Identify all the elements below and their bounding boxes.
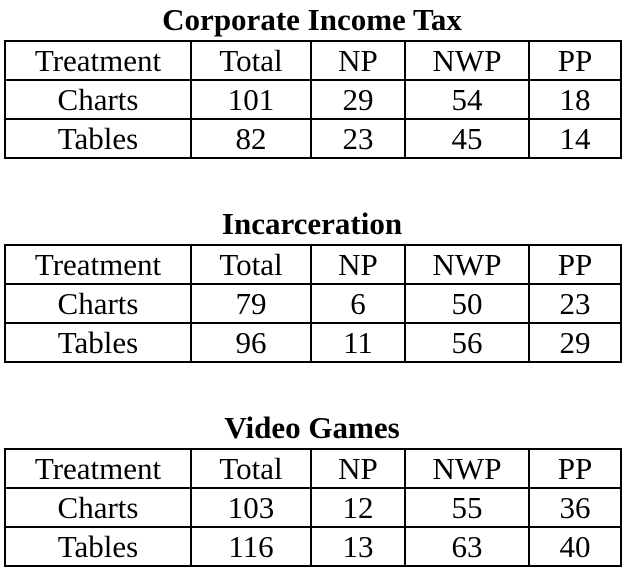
cell-nwp: 55: [404, 487, 530, 528]
row-label: Tables: [4, 526, 192, 567]
cell-np: 13: [310, 526, 406, 567]
row-label: Charts: [4, 283, 192, 324]
table-row: Tables 116 13 63 40: [4, 526, 622, 567]
table-section-incarceration: Incarceration Treatment Total NP NWP PP …: [4, 204, 622, 363]
cell-nwp: 54: [404, 79, 530, 120]
section-title: Video Games: [224, 410, 400, 445]
cell-total: 79: [190, 283, 312, 324]
cell-nwp: 50: [404, 283, 530, 324]
header-row: Treatment Total NP NWP PP: [4, 448, 622, 489]
cell-pp: 36: [528, 487, 622, 528]
cell-total: 101: [190, 79, 312, 120]
section-title: Incarceration: [221, 206, 403, 241]
header-cell-np: NP: [310, 244, 406, 285]
cell-pp: 14: [528, 118, 622, 159]
row-label: Tables: [4, 118, 192, 159]
table-row: Tables 82 23 45 14: [4, 118, 622, 159]
cell-total: 103: [190, 487, 312, 528]
table-section-video-games: Video Games Treatment Total NP NWP PP Ch…: [4, 408, 622, 567]
header-row: Treatment Total NP NWP PP: [4, 244, 622, 285]
data-table: Treatment Total NP NWP PP Charts 101 29 …: [4, 40, 622, 159]
cell-total: 96: [190, 322, 312, 363]
header-cell-pp: PP: [528, 244, 622, 285]
cell-pp: 23: [528, 283, 622, 324]
header-cell-treatment: Treatment: [4, 448, 192, 489]
header-cell-treatment: Treatment: [4, 40, 192, 81]
cell-np: 11: [310, 322, 406, 363]
table-row: Charts 103 12 55 36: [4, 487, 622, 528]
header-cell-total: Total: [190, 244, 312, 285]
header-cell-total: Total: [190, 40, 312, 81]
cell-np: 23: [310, 118, 406, 159]
cell-nwp: 45: [404, 118, 530, 159]
cell-total: 82: [190, 118, 312, 159]
cell-np: 12: [310, 487, 406, 528]
table-row: Charts 101 29 54 18: [4, 79, 622, 120]
header-cell-pp: PP: [528, 40, 622, 81]
header-row: Treatment Total NP NWP PP: [4, 40, 622, 81]
cell-pp: 29: [528, 322, 622, 363]
cell-total: 116: [190, 526, 312, 567]
cell-np: 6: [310, 283, 406, 324]
header-cell-np: NP: [310, 448, 406, 489]
section-title: Corporate Income Tax: [162, 2, 462, 37]
row-label: Charts: [4, 79, 192, 120]
header-cell-np: NP: [310, 40, 406, 81]
header-cell-nwp: NWP: [404, 448, 530, 489]
data-table: Treatment Total NP NWP PP Charts 103 12 …: [4, 448, 622, 567]
header-cell-pp: PP: [528, 448, 622, 489]
cell-pp: 40: [528, 526, 622, 567]
row-label: Tables: [4, 322, 192, 363]
header-cell-total: Total: [190, 448, 312, 489]
table-row: Tables 96 11 56 29: [4, 322, 622, 363]
table-row: Charts 79 6 50 23: [4, 283, 622, 324]
cell-pp: 18: [528, 79, 622, 120]
table-section-corporate-income-tax: Corporate Income Tax Treatment Total NP …: [4, 0, 622, 159]
cell-nwp: 63: [404, 526, 530, 567]
header-cell-treatment: Treatment: [4, 244, 192, 285]
header-cell-nwp: NWP: [404, 40, 530, 81]
cell-nwp: 56: [404, 322, 530, 363]
cell-np: 29: [310, 79, 406, 120]
data-table: Treatment Total NP NWP PP Charts 79 6 50…: [4, 244, 622, 363]
row-label: Charts: [4, 487, 192, 528]
header-cell-nwp: NWP: [404, 244, 530, 285]
